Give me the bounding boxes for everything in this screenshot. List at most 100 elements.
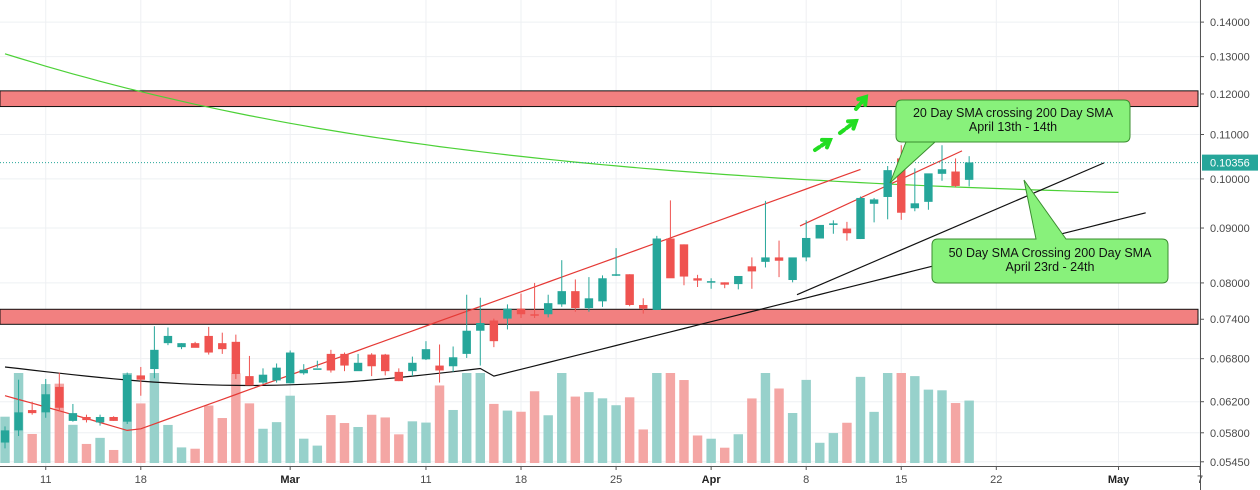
candle-body <box>516 308 526 315</box>
price-axis: 0.14000 0.13000 0.12000 0.11000 0.10000 0.090… <box>1200 0 1260 490</box>
candle-body <box>462 330 471 354</box>
time-axis-background <box>0 466 1200 490</box>
candle-body <box>245 376 254 386</box>
candle-body <box>258 374 268 383</box>
candle-body <box>530 314 539 316</box>
price-tick-label: 0.13000 <box>1210 52 1250 64</box>
price-tick-label: 0.07400 <box>1210 314 1250 326</box>
time-tick-label: 18 <box>135 474 147 486</box>
time-tick-label: 11 <box>40 474 51 486</box>
volume-bar <box>353 426 363 463</box>
volume-bar <box>706 438 716 463</box>
price-tick-label: 0.11000 <box>1210 129 1249 141</box>
volume-bar <box>448 409 458 463</box>
time-tick-label: 11 <box>420 474 431 486</box>
candle-body <box>584 298 594 309</box>
volume-bar <box>950 403 961 463</box>
volume-bar <box>394 434 404 463</box>
time-tick-label: May <box>1108 474 1130 486</box>
sma50-crossing-callout-shape <box>931 179 1169 284</box>
candle-body <box>109 416 118 421</box>
volume-bar <box>217 418 227 463</box>
candle-body <box>734 275 743 285</box>
price-tick-label: 0.14000 <box>1210 17 1250 29</box>
candle-body <box>706 281 716 283</box>
volume-bar <box>502 410 513 463</box>
volume-bar <box>801 379 811 463</box>
volume-bar <box>652 373 662 463</box>
candle-body <box>190 343 200 348</box>
candle-body <box>937 169 947 174</box>
volume-bar <box>624 397 635 463</box>
time-tick-label: Mar <box>280 474 300 486</box>
volume-bar <box>258 428 268 463</box>
candle-body <box>856 197 865 240</box>
candle-body <box>883 170 892 197</box>
candle-body <box>55 386 64 408</box>
volume-bar <box>421 422 431 463</box>
volume-bars <box>0 373 974 463</box>
candle-body <box>869 199 879 204</box>
volume-bar <box>937 390 947 463</box>
price-tick-label: 0.05450 <box>1210 457 1250 469</box>
candle-body <box>476 323 485 331</box>
candle-body <box>897 158 906 213</box>
candle-body <box>340 353 349 366</box>
volume-bar <box>557 373 567 463</box>
candle-body <box>788 257 797 281</box>
volume-bar <box>231 373 241 463</box>
volume-bar <box>312 445 323 463</box>
volume-bar <box>285 395 295 463</box>
sma-20-line <box>4 168 861 432</box>
sma20-crossing-callout-text: April 13th - 14th <box>969 120 1057 134</box>
candle-body <box>218 343 227 350</box>
volume-bar <box>95 437 105 463</box>
sma50-crossing-callout-text: 50 Day SMA Crossing 200 Day SMA <box>949 246 1153 260</box>
candle-body <box>313 368 322 370</box>
volume-bar <box>81 443 92 463</box>
candle-body <box>598 278 607 302</box>
price-tick-label: 0.06800 <box>1210 354 1250 366</box>
candle-body <box>801 237 811 258</box>
candle-body <box>951 171 960 186</box>
volume-bar <box>597 398 608 463</box>
volume-bar <box>923 389 934 463</box>
candle-body <box>421 349 431 360</box>
sma20-crossing-callout-text: 20 Day SMA crossing 200 Day SMA <box>913 106 1114 120</box>
candle-body <box>679 244 689 277</box>
volume-bar <box>136 403 146 463</box>
candle-body <box>68 413 78 421</box>
volume-bar <box>41 384 51 463</box>
candle-body <box>177 343 186 348</box>
candle-body <box>503 308 512 319</box>
volume-bar <box>529 391 540 463</box>
current-price-tag <box>1202 154 1258 171</box>
candle-body <box>204 335 213 353</box>
price-tick-label: 0.08000 <box>1210 278 1250 290</box>
candle-body <box>720 282 729 285</box>
volume-bar <box>366 414 377 463</box>
support-zone <box>0 308 1199 325</box>
volume-bar <box>720 447 730 463</box>
candle-body <box>394 371 404 382</box>
volume-bar <box>679 380 689 463</box>
candle-body <box>815 224 824 239</box>
volume-bar <box>244 403 255 463</box>
volume-bar <box>584 392 594 463</box>
time-tick-label: 22 <box>990 474 1002 486</box>
candle-body <box>150 349 159 370</box>
volume-bar <box>108 449 119 463</box>
candle-body <box>829 223 838 225</box>
candle-body <box>41 394 50 413</box>
candle-body <box>774 257 784 261</box>
volume-bar <box>461 373 472 463</box>
volume-bar <box>163 424 173 463</box>
volume-bar <box>299 438 309 463</box>
volume-bar <box>203 405 214 463</box>
volume-bar <box>380 417 390 463</box>
volume-bar <box>828 433 839 463</box>
volume-bar <box>611 405 621 463</box>
candle-body <box>299 369 308 374</box>
